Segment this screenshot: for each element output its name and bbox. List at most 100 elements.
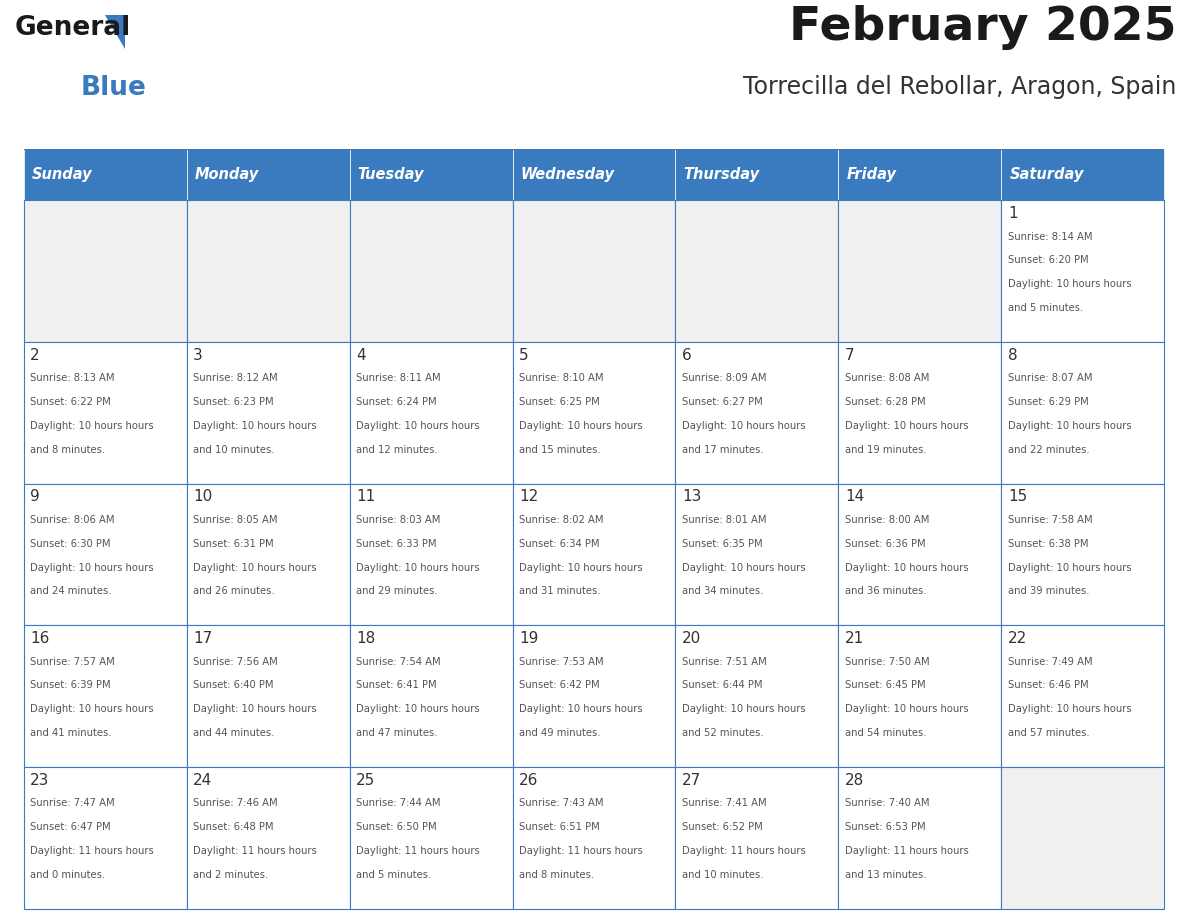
Bar [512,342,676,484]
Text: Daylight: 11 hours hours: Daylight: 11 hours hours [682,845,805,856]
Text: Sunrise: 7:49 AM: Sunrise: 7:49 AM [1007,656,1093,666]
Text: 24: 24 [194,773,213,788]
Text: Sunrise: 7:50 AM: Sunrise: 7:50 AM [845,656,929,666]
Text: 11: 11 [356,489,375,504]
Text: 6: 6 [682,348,691,363]
Text: Daylight: 10 hours hours: Daylight: 10 hours hours [845,420,968,431]
Text: Sunrise: 7:58 AM: Sunrise: 7:58 AM [1007,515,1093,525]
Text: General: General [14,16,131,41]
Text: Sunrise: 8:10 AM: Sunrise: 8:10 AM [519,374,604,383]
Bar [187,625,349,767]
Text: 26: 26 [519,773,538,788]
Bar [839,625,1001,767]
Bar [1001,484,1164,625]
Bar [676,342,839,484]
Text: and 54 minutes.: and 54 minutes. [845,728,927,738]
Text: and 44 minutes.: and 44 minutes. [194,728,274,738]
Text: and 41 minutes.: and 41 minutes. [30,728,112,738]
Bar [512,625,676,767]
Text: Daylight: 10 hours hours: Daylight: 10 hours hours [519,563,643,573]
Text: Sunrise: 8:02 AM: Sunrise: 8:02 AM [519,515,604,525]
Text: Sunset: 6:30 PM: Sunset: 6:30 PM [30,539,110,549]
Text: Sunrise: 7:57 AM: Sunrise: 7:57 AM [30,656,115,666]
Text: 22: 22 [1007,631,1028,646]
Text: Daylight: 10 hours hours: Daylight: 10 hours hours [1007,279,1131,289]
Text: 19: 19 [519,631,538,646]
Bar [349,149,512,200]
Bar [187,484,349,625]
Text: Daylight: 10 hours hours: Daylight: 10 hours hours [682,420,805,431]
Text: Daylight: 10 hours hours: Daylight: 10 hours hours [519,420,643,431]
Text: Daylight: 11 hours hours: Daylight: 11 hours hours [194,845,317,856]
Text: 15: 15 [1007,489,1028,504]
Text: Sunset: 6:47 PM: Sunset: 6:47 PM [30,823,110,832]
Text: Sunset: 6:38 PM: Sunset: 6:38 PM [1007,539,1088,549]
Text: Sunrise: 8:14 AM: Sunrise: 8:14 AM [1007,231,1092,241]
Text: and 15 minutes.: and 15 minutes. [519,444,601,454]
Bar [676,200,839,342]
Text: Sunrise: 7:44 AM: Sunrise: 7:44 AM [356,799,441,809]
Text: Daylight: 10 hours hours: Daylight: 10 hours hours [194,420,317,431]
Text: Daylight: 10 hours hours: Daylight: 10 hours hours [30,704,154,714]
Text: and 36 minutes.: and 36 minutes. [845,587,927,597]
Text: and 52 minutes.: and 52 minutes. [682,728,764,738]
Bar [24,149,1164,151]
Text: Sunset: 6:41 PM: Sunset: 6:41 PM [356,680,437,690]
Text: and 31 minutes.: and 31 minutes. [519,587,601,597]
Text: and 0 minutes.: and 0 minutes. [30,869,106,879]
Text: 1: 1 [1007,206,1017,221]
Bar [24,149,187,200]
Text: Daylight: 10 hours hours: Daylight: 10 hours hours [1007,420,1131,431]
Polygon shape [105,16,125,49]
Text: Sunset: 6:53 PM: Sunset: 6:53 PM [845,823,925,832]
Bar [24,484,187,625]
Text: Daylight: 11 hours hours: Daylight: 11 hours hours [30,845,154,856]
Text: Sunrise: 8:07 AM: Sunrise: 8:07 AM [1007,374,1092,383]
Text: Sunrise: 7:40 AM: Sunrise: 7:40 AM [845,799,929,809]
Text: Sunrise: 7:53 AM: Sunrise: 7:53 AM [519,656,604,666]
Bar [349,625,512,767]
Text: and 22 minutes.: and 22 minutes. [1007,444,1089,454]
Text: Sunset: 6:22 PM: Sunset: 6:22 PM [30,397,110,407]
Text: Daylight: 10 hours hours: Daylight: 10 hours hours [682,704,805,714]
Text: Thursday: Thursday [683,167,760,182]
Text: 16: 16 [30,631,50,646]
Text: Sunset: 6:20 PM: Sunset: 6:20 PM [1007,255,1088,265]
Text: Daylight: 10 hours hours: Daylight: 10 hours hours [682,563,805,573]
Text: Sunset: 6:44 PM: Sunset: 6:44 PM [682,680,763,690]
Text: Daylight: 10 hours hours: Daylight: 10 hours hours [356,563,480,573]
Bar [349,342,512,484]
Text: 21: 21 [845,631,864,646]
Bar [839,484,1001,625]
Text: 3: 3 [194,348,203,363]
Text: Daylight: 11 hours hours: Daylight: 11 hours hours [356,845,480,856]
Text: 4: 4 [356,348,366,363]
Text: Sunset: 6:42 PM: Sunset: 6:42 PM [519,680,600,690]
Text: Sunset: 6:28 PM: Sunset: 6:28 PM [845,397,925,407]
Text: and 17 minutes.: and 17 minutes. [682,444,764,454]
Text: Sunrise: 7:46 AM: Sunrise: 7:46 AM [194,799,278,809]
Text: Friday: Friday [847,167,897,182]
Text: and 8 minutes.: and 8 minutes. [519,869,594,879]
Text: and 10 minutes.: and 10 minutes. [682,869,764,879]
Text: Sunrise: 8:12 AM: Sunrise: 8:12 AM [194,374,278,383]
Text: February 2025: February 2025 [789,6,1176,50]
Text: 12: 12 [519,489,538,504]
Text: 5: 5 [519,348,529,363]
Bar [24,625,187,767]
Text: Daylight: 10 hours hours: Daylight: 10 hours hours [519,704,643,714]
Text: and 29 minutes.: and 29 minutes. [356,587,437,597]
Text: Sunrise: 8:03 AM: Sunrise: 8:03 AM [356,515,441,525]
Bar [1001,342,1164,484]
Text: 14: 14 [845,489,864,504]
Text: Sunset: 6:25 PM: Sunset: 6:25 PM [519,397,600,407]
Text: 10: 10 [194,489,213,504]
Text: Daylight: 10 hours hours: Daylight: 10 hours hours [845,704,968,714]
Bar [187,767,349,909]
Text: Sunset: 6:29 PM: Sunset: 6:29 PM [1007,397,1088,407]
Text: Daylight: 10 hours hours: Daylight: 10 hours hours [30,563,154,573]
Bar [187,342,349,484]
Text: Sunset: 6:40 PM: Sunset: 6:40 PM [194,680,273,690]
Text: Daylight: 10 hours hours: Daylight: 10 hours hours [30,420,154,431]
Text: Sunset: 6:27 PM: Sunset: 6:27 PM [682,397,763,407]
